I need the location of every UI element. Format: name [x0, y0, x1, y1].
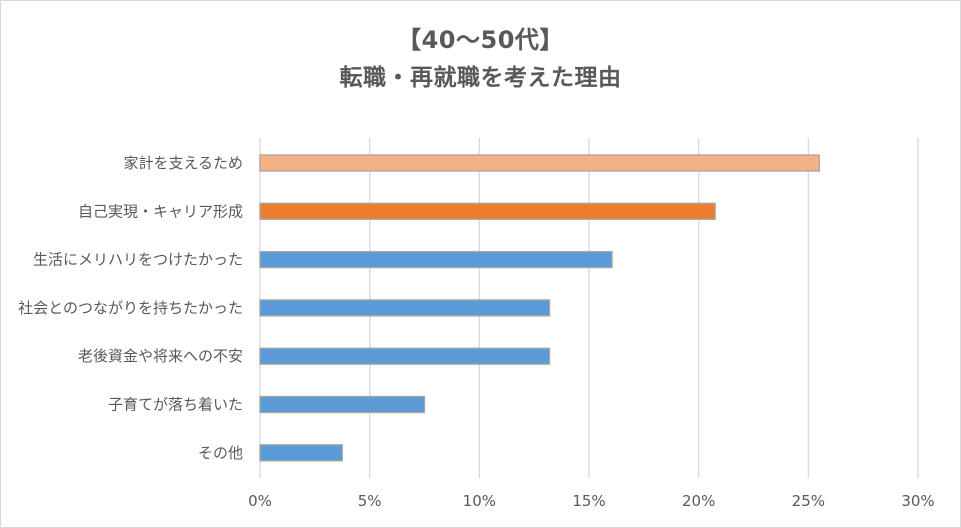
bar [259, 395, 426, 414]
category-labels: 家計を支えるため自己実現・キャリア形成生活にメリハリをつけたかった社会とのつなが… [18, 154, 243, 462]
bars [259, 154, 820, 462]
bar [259, 154, 820, 172]
category-label: 自己実現・キャリア形成 [78, 202, 243, 220]
x-tick-label: 30% [901, 492, 934, 510]
x-tick-label: 5% [358, 492, 382, 510]
bar [259, 444, 343, 462]
category-label: 社会とのつながりを持ちたかった [18, 299, 243, 317]
x-tick-label: 25% [792, 492, 825, 510]
bar [259, 299, 551, 317]
x-tick-label: 0% [248, 492, 272, 510]
x-tick-label: 15% [572, 492, 605, 510]
x-tick-label: 10% [463, 492, 496, 510]
bar [259, 347, 551, 365]
category-label: 子育てが落ち着いた [108, 396, 243, 414]
bar [259, 202, 716, 220]
x-tick-label: 20% [682, 492, 715, 510]
category-label: 老後資金や将来への不安 [78, 347, 243, 365]
category-label: 生活にメリハリをつけたかった [33, 251, 243, 269]
bar [259, 250, 613, 269]
chart-title: 【40～50代】 [397, 26, 564, 54]
category-label: その他 [198, 444, 243, 462]
category-label: 家計を支えるため [123, 154, 243, 172]
chart-titles: 【40～50代】 転職・再就職を考えた理由 [0, 20, 961, 96]
chart-subtitle: 転職・再就職を考えた理由 [339, 65, 622, 91]
x-axis-tick-labels: 0% 5% 10% 15% 20% 25% 30% [248, 492, 935, 510]
